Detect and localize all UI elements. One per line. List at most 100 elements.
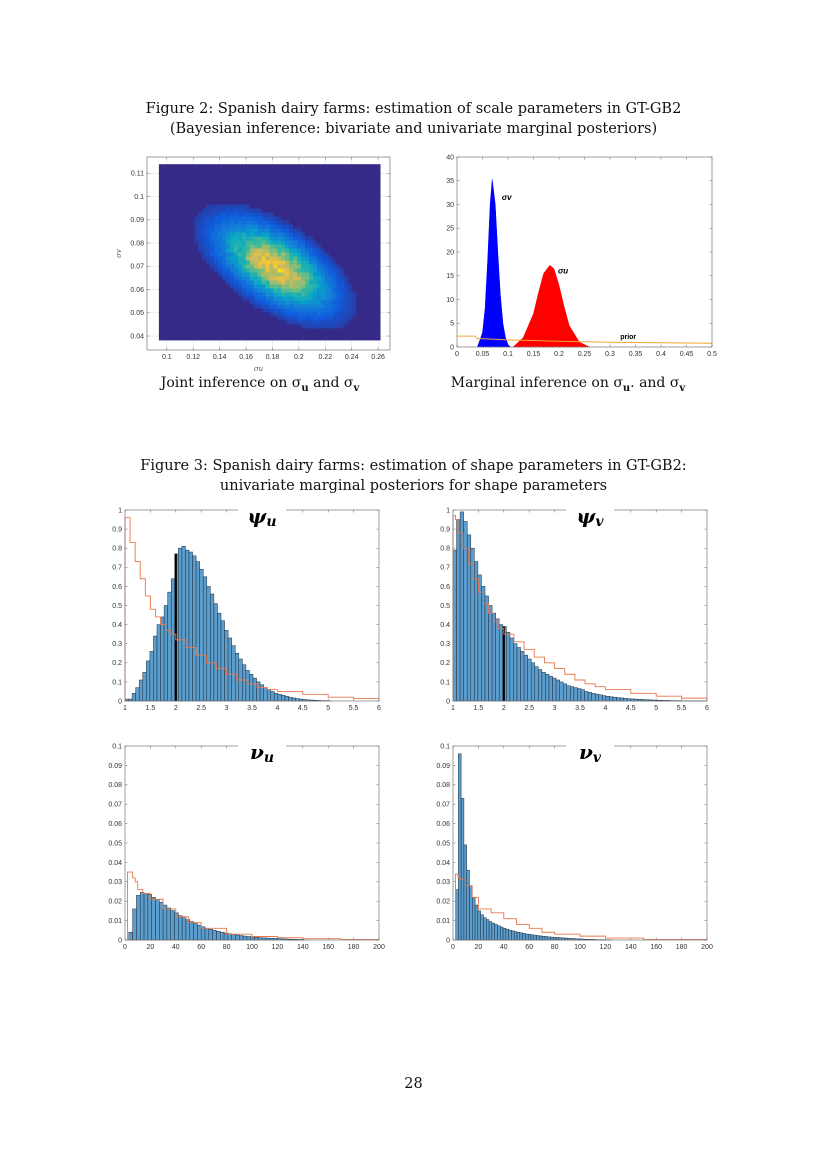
heatmap-cell [305, 256, 310, 261]
heatmap-cell [308, 284, 314, 289]
heatmap-cell [229, 280, 235, 285]
heatmap-cell [162, 244, 168, 249]
heatmap-cell [249, 192, 255, 197]
heatmap-cell [352, 232, 357, 237]
heatmap-cell [226, 328, 231, 333]
heatmap-cell [328, 192, 334, 197]
heatmap-cell [253, 284, 259, 289]
heatmap-cell [190, 284, 195, 289]
heatmap-cell [293, 188, 298, 193]
heatmap-cell [281, 292, 286, 297]
heatmap-cell [190, 240, 195, 245]
heatmap-cell [178, 288, 183, 293]
heatmap-cell [344, 252, 349, 257]
chart-title: ψv [577, 504, 605, 530]
heatmap-cell [297, 244, 302, 249]
heatmap-cell [360, 264, 365, 269]
heatmap-cell [316, 248, 322, 253]
heatmap-cell [332, 180, 338, 185]
histogram-bar [488, 605, 493, 702]
heatmap-cell [253, 168, 259, 173]
heatmap-cell [158, 320, 164, 325]
heatmap-cell [226, 324, 231, 329]
heatmap-cell [229, 240, 235, 245]
heatmap-cell [281, 256, 286, 261]
heatmap-cell [312, 328, 318, 333]
heatmap-cell [241, 184, 247, 189]
heatmap-cell [289, 184, 294, 189]
heatmap-cell [249, 272, 255, 277]
heatmap-cell [324, 312, 330, 317]
heatmap-cell [182, 212, 187, 217]
heatmap-cell [206, 208, 211, 213]
heatmap-cell [372, 300, 377, 305]
heatmap-cell [308, 304, 314, 309]
heatmap-cell [218, 292, 223, 297]
heatmap-cell [229, 184, 235, 189]
heatmap-cell [226, 316, 231, 321]
heatmap-cell [328, 320, 334, 325]
heatmap-cell [324, 292, 330, 297]
heatmap-cell [324, 188, 330, 193]
heatmap-cell [162, 268, 168, 273]
heatmap-cell [158, 232, 164, 237]
heatmap-cell [368, 272, 373, 277]
heatmap-cell [237, 316, 243, 321]
histogram-bar [466, 534, 472, 702]
heatmap-cell [281, 272, 286, 277]
heatmap-cell [190, 188, 195, 193]
histogram-bar [143, 893, 149, 941]
heatmap-cell [229, 328, 235, 333]
heatmap-cell [170, 232, 176, 237]
histogram-bar [281, 695, 286, 702]
figure3-caption-line1: Figure 3: Spanish dairy farms: estimatio… [140, 458, 687, 474]
heatmap-cell [328, 324, 334, 329]
heatmap-cell [368, 164, 373, 169]
heatmap-cell [182, 164, 187, 169]
heatmap-cell [364, 212, 369, 217]
heatmap-cell [352, 260, 357, 265]
heatmap-cell [285, 300, 290, 305]
heatmap-cell [253, 256, 259, 261]
heatmap-cell [178, 296, 183, 301]
heatmap-cell [356, 196, 361, 201]
heatmap-cell [273, 296, 278, 301]
heatmap-cell [202, 256, 207, 261]
heatmap-cell [222, 320, 227, 325]
heatmap-cell [162, 256, 168, 261]
heatmap-cell [269, 276, 274, 281]
heatmap-cell [222, 288, 227, 293]
heatmap-cell [273, 264, 278, 269]
heatmap-cell [316, 176, 322, 181]
heatmap-cell [178, 204, 183, 209]
heatmap-cell [368, 196, 373, 201]
heatmap-cell [356, 244, 361, 249]
heatmap-cell [285, 176, 290, 181]
heatmap-cell [297, 308, 302, 313]
heatmap-cell [170, 332, 176, 337]
heatmap-cell [289, 276, 294, 281]
heatmap-cell [226, 252, 231, 257]
heatmap-cell [352, 208, 357, 213]
heatmap-cell [166, 196, 172, 201]
heatmap-cell [360, 336, 365, 341]
histogram-bar [555, 679, 560, 702]
heatmap-cell [360, 224, 365, 229]
x-tick-label: 0.26 [371, 354, 385, 361]
heatmap-cell [245, 304, 251, 309]
heatmap-cell [320, 224, 326, 229]
heatmap-cell [237, 308, 243, 313]
heatmap-cell [218, 236, 223, 241]
heatmap-cell [186, 172, 191, 177]
heatmap-cell [229, 332, 235, 337]
heatmap-cell [344, 280, 349, 285]
heatmap-cell [182, 184, 187, 189]
heatmap-cell [253, 240, 259, 245]
heatmap-cell [198, 248, 203, 253]
heatmap-cell [289, 252, 294, 257]
heatmap-cell [273, 336, 278, 341]
heatmap-cell [376, 332, 381, 337]
heatmap-cell [257, 312, 262, 317]
heatmap-cell [340, 172, 345, 177]
